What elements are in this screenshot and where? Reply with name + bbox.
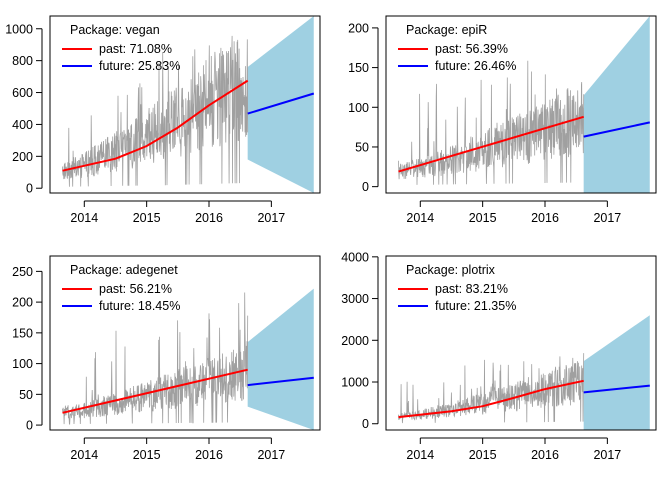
future-trend-line [247,92,315,115]
legend-entry: past: 56.39% [435,42,508,56]
legend-title: Package: vegan [70,23,160,37]
legend-entry: past: 83.21% [435,282,508,296]
daily-downloads-line [62,35,249,187]
plot-box [49,15,321,194]
x-tick-label: 2017 [257,448,285,462]
legend-entry: future: 25.83% [99,59,180,73]
y-tick-label: 200 [348,21,369,35]
plot-area [398,16,651,193]
daily-downloads-line [398,60,585,185]
y-tick-label: 0 [362,180,369,194]
y-tick-label: 0 [26,182,33,196]
y-tick-label: 200 [12,150,33,164]
daily-downloads-line [398,353,585,424]
past-trend-line [398,115,584,173]
chart-panel-2: 2014 2015 2016 2017 0 50 100 150 200 Package: epi… [348,15,657,225]
x-tick-label: 2014 [406,448,434,462]
y-tick-label: 0 [362,417,369,431]
chart-panel-3: 2014 2015 2016 2017 0 50 100 150 200 250 Package: … [12,255,321,462]
x-tick-label: 2015 [133,448,161,462]
y-tick-label: 100 [12,357,33,371]
plot-box [49,255,321,431]
chart-panel-4: 2014 2015 2016 2017 0 1000 2000 3000 4000 Package… [341,250,657,462]
x-tick-label: 2016 [195,448,223,462]
y-tick-label: 250 [12,265,33,279]
y-tick-label: 1000 [341,376,369,390]
legend-title: Package: epiR [406,23,487,37]
x-tick-label: 2016 [531,448,559,462]
forecast-band [583,16,650,193]
y-tick-label: 200 [12,296,33,310]
x-tick-label: 2016 [531,211,559,225]
forecast-band [583,315,650,430]
x-tick-label: 2015 [133,211,161,225]
x-tick-label: 2017 [593,211,621,225]
legend-entry: past: 71.08% [99,42,172,56]
y-tick-label: 50 [19,388,33,402]
y-tick-label: 150 [12,326,33,340]
x-tick-label: 2017 [593,448,621,462]
x-tick-label: 2014 [70,448,98,462]
y-tick-label: 1000 [5,22,33,36]
legend-entry: future: 26.46% [435,59,516,73]
daily-downloads-line [62,292,249,425]
x-tick-label: 2016 [195,211,223,225]
y-tick-label: 400 [12,118,33,132]
y-tick-label: 4000 [341,250,369,264]
y-tick-label: 150 [348,61,369,75]
y-tick-label: 50 [355,140,369,154]
y-tick-label: 0 [26,419,33,433]
y-tick-label: 3000 [341,292,369,306]
x-tick-label: 2014 [406,211,434,225]
legend-entry: future: 21.35% [435,299,516,313]
plot-box [385,15,657,194]
legend-entry: past: 56.21% [99,282,172,296]
past-trend-line [62,368,248,414]
x-tick-label: 2014 [70,211,98,225]
legend-entry: future: 18.45% [99,299,180,313]
future-trend-line [247,376,314,387]
x-tick-label: 2015 [469,211,497,225]
legend-title: Package: adegenet [70,263,178,277]
future-trend-line [583,121,651,138]
legend-title: Package: plotrix [406,263,496,277]
forecast-band [247,288,314,430]
y-tick-label: 100 [348,101,369,115]
plot-area [62,288,314,430]
plot-area [398,315,650,430]
x-tick-label: 2017 [257,211,285,225]
future-trend-line [583,384,650,394]
plot-box [385,255,657,431]
y-tick-label: 800 [12,54,33,68]
x-tick-label: 2015 [469,448,497,462]
y-tick-label: 2000 [341,334,369,348]
y-tick-label: 600 [12,86,33,100]
plot-area [62,16,315,193]
past-trend-line [62,79,249,172]
chart-panel-1: 2014 2015 2016 2017 0 200 400 600 800 1000 Package… [5,15,321,225]
past-trend-line [398,379,584,419]
